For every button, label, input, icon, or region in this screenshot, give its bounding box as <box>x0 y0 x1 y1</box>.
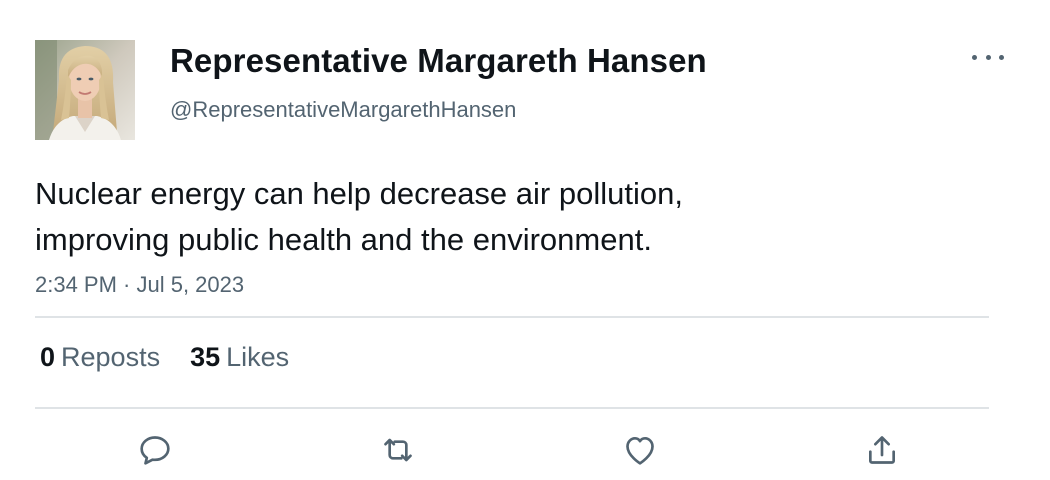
tweet-timestamp[interactable]: 2:34 PM · Jul 5, 2023 <box>35 272 245 297</box>
more-dot <box>985 54 991 60</box>
likes-stat[interactable]: 35 Likes <box>190 342 289 373</box>
more-options-icon[interactable] <box>972 50 1004 64</box>
reply-button[interactable] <box>133 428 177 472</box>
divider <box>35 316 989 318</box>
avatar[interactable] <box>35 40 135 140</box>
reposts-label: Reposts <box>61 342 161 372</box>
tweet-text: Nuclear energy can help decrease air pol… <box>35 171 915 263</box>
more-dot <box>999 54 1004 60</box>
like-icon <box>626 437 654 465</box>
divider <box>35 407 989 409</box>
tweet-text-line: improving public health and the environm… <box>35 222 652 257</box>
like-button[interactable] <box>618 428 662 472</box>
reposts-stat[interactable]: 0 Reposts <box>40 342 160 373</box>
reply-icon <box>140 436 170 465</box>
profile-photo <box>35 40 135 140</box>
reposts-count: 0 <box>40 342 56 372</box>
likes-label: Likes <box>226 342 290 372</box>
author-display-name[interactable]: Representative Margareth Hansen <box>170 42 707 79</box>
more-dot <box>972 54 977 60</box>
author-handle[interactable]: @RepresentativeMargarethHansen <box>170 97 517 122</box>
engagement-stats: 0 Reposts 35 Likes <box>40 342 289 373</box>
share-button[interactable] <box>860 428 904 472</box>
repost-button[interactable] <box>376 428 420 472</box>
likes-count: 35 <box>190 342 221 372</box>
repost-icon <box>384 438 412 462</box>
share-icon <box>869 436 895 464</box>
tweet-text-line: Nuclear energy can help decrease air pol… <box>35 176 683 211</box>
